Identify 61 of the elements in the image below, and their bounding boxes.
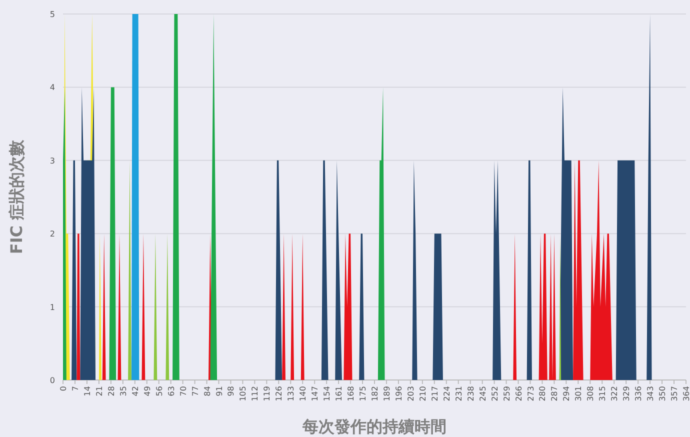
x-tick-label: 308 xyxy=(586,386,596,402)
x-tick-label: 147 xyxy=(310,386,320,402)
x-tick-label: 266 xyxy=(514,386,524,402)
x-tick-label: 280 xyxy=(538,386,548,402)
y-tick-label: 4 xyxy=(50,83,55,92)
y-tick-label: 1 xyxy=(50,302,55,312)
x-tick-label: 35 xyxy=(118,386,128,396)
x-tick-label: 98 xyxy=(226,386,236,396)
x-tick-label: 343 xyxy=(646,386,656,402)
x-tick-label: 14 xyxy=(82,386,92,396)
x-tick-label: 56 xyxy=(154,386,164,396)
x-tick-label: 140 xyxy=(298,386,308,402)
x-tick-label: 77 xyxy=(190,386,200,396)
x-tick-label: 112 xyxy=(250,386,260,402)
x-tick-label: 182 xyxy=(370,386,380,402)
y-tick-label: 2 xyxy=(50,230,55,239)
x-tick-label: 28 xyxy=(106,386,116,396)
x-tick-label: 42 xyxy=(130,386,140,396)
x-tick-label: 161 xyxy=(334,386,344,402)
x-tick-label: 322 xyxy=(610,386,620,402)
x-tick-label: 63 xyxy=(166,386,176,396)
x-tick-label: 273 xyxy=(526,386,536,402)
x-tick-label: 217 xyxy=(430,386,440,402)
x-tick-label: 154 xyxy=(322,386,332,402)
x-tick-label: 133 xyxy=(286,386,296,402)
y-tick-label: 3 xyxy=(50,156,55,166)
x-tick-label: 21 xyxy=(94,386,104,396)
x-tick-label: 294 xyxy=(562,386,572,402)
x-tick-label: 315 xyxy=(598,386,608,402)
x-axis-title: 每次發作的持續時間 xyxy=(302,417,446,436)
x-tick-label: 357 xyxy=(670,386,680,402)
x-tick-label: 126 xyxy=(274,386,284,402)
x-tick-label: 287 xyxy=(550,386,560,402)
x-tick-label: 91 xyxy=(214,386,224,396)
x-tick-label: 105 xyxy=(238,386,248,402)
x-tick-label: 210 xyxy=(418,386,428,402)
x-tick-label: 329 xyxy=(622,386,632,402)
x-tick-label: 252 xyxy=(490,386,500,402)
x-tick-label: 259 xyxy=(502,386,512,402)
x-tick-label: 231 xyxy=(454,386,464,402)
x-tick-label: 189 xyxy=(382,386,392,402)
x-tick-label: 168 xyxy=(346,386,356,402)
x-tick-label: 336 xyxy=(634,386,644,402)
x-tick-label: 245 xyxy=(478,386,488,402)
x-tick-label: 203 xyxy=(406,386,416,402)
x-tick-label: 84 xyxy=(202,386,212,396)
x-tick-label: 7 xyxy=(70,386,80,392)
x-tick-label: 238 xyxy=(466,386,476,402)
x-tick-label: 119 xyxy=(262,386,272,402)
x-tick-label: 70 xyxy=(178,386,188,396)
x-tick-label: 175 xyxy=(358,386,368,402)
x-tick-label: 224 xyxy=(442,386,452,402)
y-tick-label: 0 xyxy=(50,376,55,385)
y-tick-label: 5 xyxy=(50,10,55,19)
x-tick-label: 364 xyxy=(682,386,690,402)
x-tick-label: 350 xyxy=(658,386,668,402)
x-tick-label: 196 xyxy=(394,386,404,402)
x-tick-label: 0 xyxy=(59,386,68,392)
y-axis-title: FIC 症狀的次數 xyxy=(7,138,26,254)
x-tick-label: 301 xyxy=(574,386,584,402)
x-tick-label: 49 xyxy=(142,386,152,396)
